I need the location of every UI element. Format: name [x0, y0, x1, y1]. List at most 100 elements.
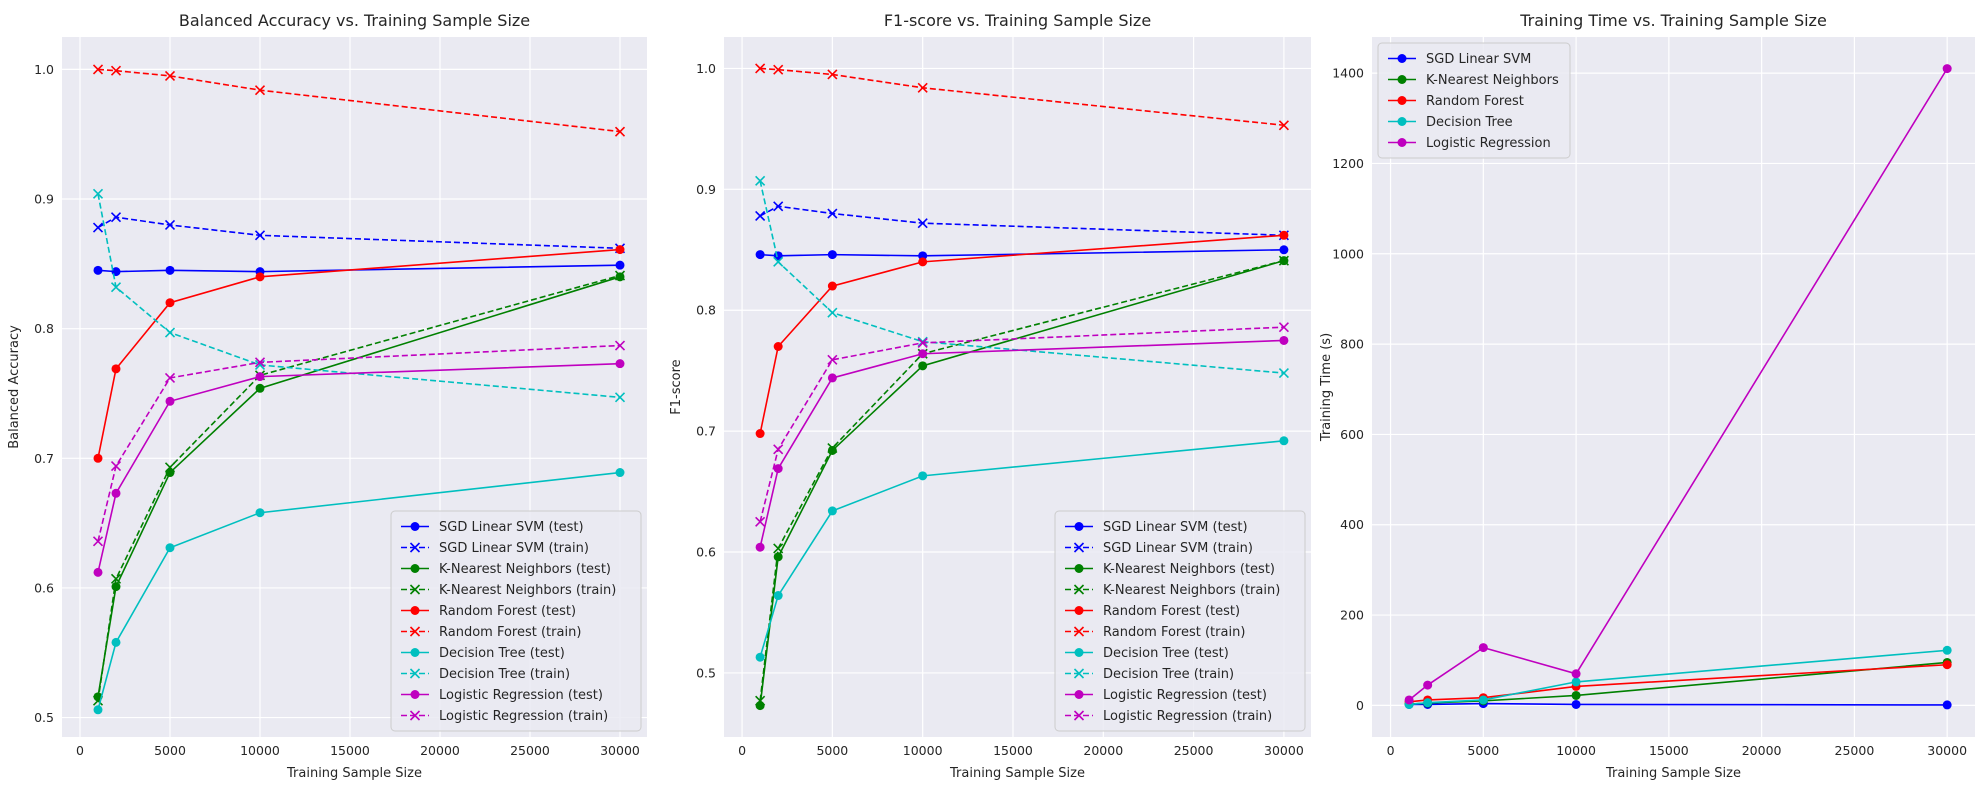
x-tick-label: 0: [76, 743, 84, 758]
series-line: [759, 259, 1285, 701]
legend-label: SGD Linear SVM (train): [1103, 541, 1253, 556]
data-point: [93, 453, 103, 463]
y-tick-label: 0: [1356, 698, 1364, 713]
chart-panel-3: 0 5000 10000 15000 20000 25000 30000 0 200 400 600…: [1319, 11, 1975, 781]
legend-marker: [1397, 54, 1407, 63]
legend-item: Logistic Regression (train): [1065, 709, 1272, 724]
legend-item: K-Nearest Neighbors (test): [1065, 562, 1275, 577]
data-point: [917, 336, 928, 347]
data-point: [254, 85, 266, 96]
legend-marker: [409, 710, 421, 721]
data-point: [110, 212, 122, 223]
legend-label: K-Nearest Neighbors (test): [439, 562, 611, 577]
legend-item: Decision Tree (test): [401, 646, 565, 661]
data-point: [110, 65, 122, 76]
data-point: [1278, 255, 1289, 266]
data-point: [755, 175, 766, 186]
data-point: [1942, 645, 1952, 655]
data-point: [254, 357, 266, 368]
legend-marker: [1073, 668, 1085, 679]
x-tick-label: 5000: [1467, 743, 1499, 758]
legend-marker: [409, 668, 421, 679]
data-point: [110, 461, 122, 472]
x-tick-label: 25000: [1174, 743, 1214, 758]
legend-label: Random Forest (test): [439, 604, 576, 619]
data-point: [755, 429, 765, 439]
data-point: [1571, 690, 1581, 700]
x-tick-label: 20000: [420, 743, 460, 758]
data-point: [755, 695, 766, 706]
data-point: [1423, 680, 1433, 690]
legend-label: Decision Tree: [1426, 115, 1513, 130]
chart-title: F1-score vs. Training Sample Size: [884, 11, 1151, 30]
series-sgd-linear-svm-train: [92, 212, 626, 254]
legend-marker: [1397, 117, 1407, 126]
legend-marker: [1074, 564, 1084, 573]
legend-marker: [1074, 690, 1084, 699]
legend-item: Logistic Regression (test): [401, 688, 603, 703]
legend: SGD Linear SVM (test) SGD Linear SVM (tra…: [390, 510, 642, 732]
data-point: [111, 364, 121, 374]
data-point: [93, 705, 103, 715]
series-random-forest-train: [755, 63, 1289, 131]
data-point: [917, 218, 928, 229]
data-point: [92, 536, 104, 547]
legend-item: K-Nearest Neighbors (train): [1065, 583, 1280, 598]
data-point: [827, 307, 838, 318]
legend-label: Logistic Regression: [1426, 136, 1551, 151]
data-point: [110, 573, 122, 584]
data-point: [255, 372, 265, 382]
data-point: [1279, 335, 1289, 345]
series-decision-tree-test: [755, 436, 1289, 662]
x-tick-label: 15000: [993, 743, 1033, 758]
data-point: [92, 188, 104, 199]
series-group: [92, 64, 626, 715]
legend-marker: [410, 648, 420, 657]
legend-label: Logistic Regression (train): [439, 709, 608, 724]
data-point: [917, 337, 928, 348]
data-point: [93, 567, 103, 577]
y-tick-label: 0.9: [34, 192, 54, 207]
legend-item: Random Forest: [1388, 94, 1524, 109]
x-tick-label: 0: [1387, 743, 1395, 758]
series-logistic-regression-train: [92, 340, 626, 547]
legend-marker: [1397, 96, 1407, 105]
data-point: [827, 442, 838, 454]
data-point: [773, 464, 783, 474]
data-point: [1942, 660, 1952, 670]
y-tick-label: 0.9: [696, 182, 716, 197]
data-point: [827, 208, 838, 219]
data-point: [111, 637, 121, 647]
data-point: [615, 468, 625, 478]
legend-label: Random Forest (train): [439, 625, 581, 640]
data-point: [1278, 322, 1289, 333]
legend-label: K-Nearest Neighbors (train): [1103, 583, 1280, 598]
x-axis-label: Training Sample Size: [949, 766, 1085, 781]
series-random-forest-test: [755, 230, 1289, 439]
legend-label: Decision Tree (train): [1103, 667, 1234, 682]
legend-label: K-Nearest Neighbors (test): [1103, 562, 1275, 577]
data-point: [827, 354, 838, 365]
chart-panel-1: 0 5000 10000 15000 20000 25000 30000 0.5 0.6 0.7 0…: [7, 11, 647, 781]
data-point: [255, 383, 265, 393]
x-tick-label: 30000: [1927, 743, 1967, 758]
y-tick-label: 1.0: [696, 61, 716, 76]
chart-title: Training Time vs. Training Sample Size: [1519, 11, 1827, 30]
legend-item: SGD Linear SVM (test): [1065, 520, 1248, 535]
legend-marker: [1074, 606, 1084, 615]
y-tick-label: 200: [1340, 608, 1364, 623]
legend-item: Random Forest (train): [401, 625, 581, 640]
series-random-forest-test: [93, 245, 625, 463]
data-point: [164, 70, 176, 81]
series-decision-tree: [1404, 645, 1952, 709]
legend: SGD Linear SVM K-Nearest Neighbors Random …: [1377, 42, 1571, 159]
data-point: [1279, 245, 1289, 255]
data-point: [255, 508, 265, 518]
x-tick-label: 15000: [330, 743, 370, 758]
chart-panel-2: 0 5000 10000 15000 20000 25000 30000 0.5 0.6 0.7 0…: [669, 11, 1311, 781]
data-point: [614, 126, 626, 137]
legend-item: Random Forest (test): [401, 604, 576, 619]
data-point: [755, 652, 765, 662]
legend-item: Decision Tree (train): [401, 667, 570, 682]
